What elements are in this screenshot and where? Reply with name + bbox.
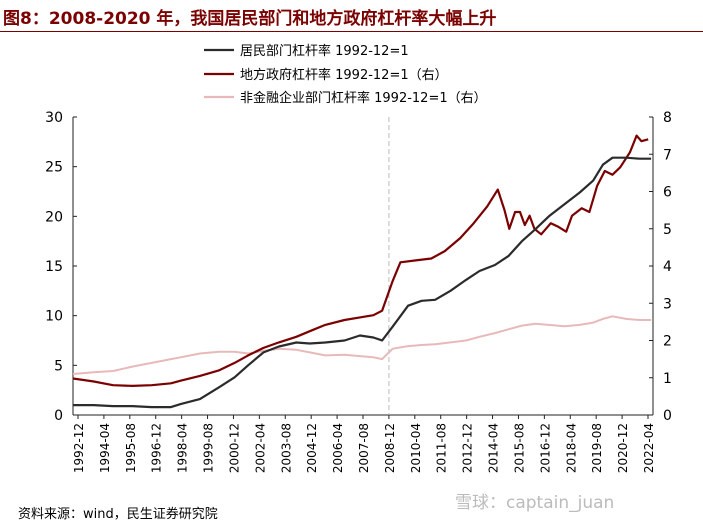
x-tick-label: 2022-04	[642, 423, 656, 473]
figure-title: 图8：2008-2020 年，我国居民部门和地方政府杠杆率大幅上升	[3, 9, 497, 29]
x-tick-label: 2012-12	[461, 423, 475, 473]
left-tick-label: 25	[45, 160, 63, 176]
x-tick-label: 2018-04	[564, 423, 578, 473]
x-tick-label: 2002-04	[253, 423, 267, 473]
left-tick-label: 10	[45, 309, 63, 325]
x-tick-label: 2019-08	[590, 423, 604, 473]
legend-nonfin-label: 非金融企业部门杠杆率 1992-12=1（右）	[240, 90, 487, 106]
household-leverage-line	[73, 156, 652, 409]
title-rule	[0, 31, 703, 32]
x-tick-label: 1998-04	[176, 423, 190, 473]
right-tick-label: 1	[663, 371, 672, 387]
legend-household-label: 居民部门杠杆率 1992-12=1	[240, 43, 409, 59]
x-tick-label: 2016-12	[538, 423, 552, 473]
x-tick-label: 1994-04	[98, 423, 112, 473]
left-tick-label: 30	[45, 110, 63, 126]
x-tick-label: 1995-08	[124, 423, 138, 473]
right-tick-label: 7	[663, 147, 672, 163]
x-tick-label: 2014-04	[487, 423, 501, 473]
right-tick-label: 4	[663, 259, 672, 275]
x-tick-label: 2006-04	[331, 423, 345, 473]
local-gov-leverage-line	[72, 134, 649, 387]
x-tick-label: 2004-12	[305, 423, 319, 473]
x-tick-label: 1999-08	[202, 423, 216, 473]
left-tick-label: 20	[45, 209, 63, 225]
x-tick-label: 2011-08	[435, 423, 449, 473]
legend-local-gov-label: 地方政府杠杆率 1992-12=1（右）	[240, 67, 448, 83]
x-tick-label: 2008-12	[383, 423, 397, 473]
x-tick-label: 2003-08	[279, 423, 293, 473]
x-tick-label: 2000-12	[227, 423, 241, 473]
x-tick-label: 1992-12	[72, 423, 86, 473]
right-tick-label: 8	[663, 110, 672, 126]
right-tick-label: 6	[663, 185, 672, 201]
x-tick-label: 2015-08	[512, 423, 526, 473]
source-note: 资料来源：wind，民生证券研究院	[18, 507, 218, 522]
right-tick-label: 5	[663, 222, 672, 238]
watermark: 雪球：captain_juan	[455, 493, 615, 513]
x-tick-label: 1996-12	[150, 423, 164, 473]
left-tick-label: 15	[45, 259, 63, 275]
x-tick-label: 2010-04	[409, 423, 423, 473]
left-tick-label: 5	[54, 358, 63, 374]
left-tick-label: 0	[54, 408, 63, 424]
right-tick-label: 2	[663, 334, 672, 350]
right-tick-label: 3	[663, 296, 672, 312]
x-tick-label: 2007-08	[357, 423, 371, 473]
x-tick-label: 2020-12	[616, 423, 630, 473]
nonfin-leverage-line	[72, 315, 652, 375]
right-tick-label: 0	[663, 408, 672, 424]
